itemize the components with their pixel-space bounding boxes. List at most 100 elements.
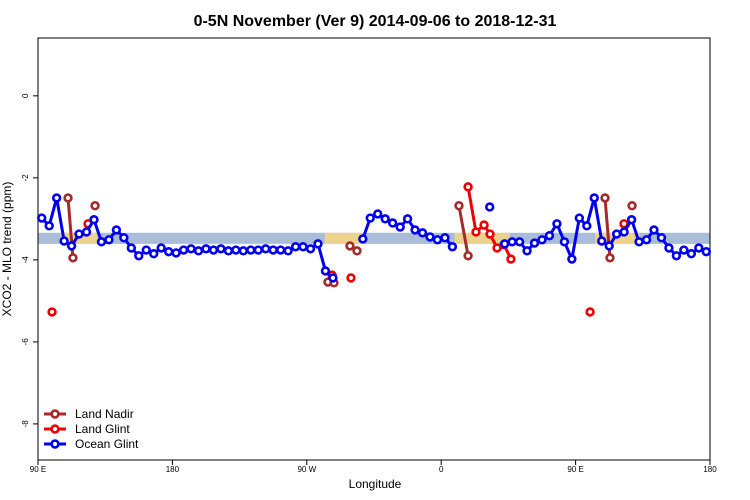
data-point (313, 239, 323, 249)
data-point (664, 243, 674, 253)
data-point (358, 234, 368, 244)
data-point (402, 214, 413, 224)
data-point (253, 245, 263, 255)
data-point (454, 201, 464, 211)
data-point (485, 202, 495, 212)
legend-marker (50, 409, 60, 419)
x-tick-label: 180 (703, 465, 717, 474)
data-point (694, 243, 704, 253)
data-point (59, 236, 69, 246)
data-point (171, 248, 181, 258)
data-point (600, 193, 610, 203)
data-point (373, 209, 383, 219)
y-tick-label: -8 (21, 420, 30, 428)
data-point (223, 246, 234, 256)
x-tick-label: 90 E (30, 465, 46, 474)
data-point (559, 237, 570, 247)
legend-marker (50, 424, 60, 434)
data-point (471, 227, 481, 237)
data-point (506, 254, 516, 264)
data-point (365, 213, 375, 223)
data-point (141, 245, 151, 255)
data-point (627, 201, 637, 211)
data-point (626, 214, 637, 225)
data-point (432, 235, 443, 245)
data-point (51, 193, 62, 203)
data-point (605, 253, 615, 263)
data-point (283, 246, 293, 256)
data-point (345, 241, 355, 251)
data-point (679, 245, 689, 255)
x-axis-label: Longitude (349, 477, 402, 491)
data-point (463, 182, 473, 192)
legend-label: Ocean Glint (75, 437, 139, 451)
data-point (380, 214, 390, 224)
data-point (63, 193, 73, 203)
data-point (619, 227, 629, 237)
data-point (44, 221, 54, 231)
data-point (68, 253, 78, 263)
data-point (492, 243, 502, 253)
data-point (305, 244, 316, 254)
data-point (701, 246, 711, 257)
data-point (320, 266, 331, 276)
data-point (529, 238, 540, 248)
y-tick-label: -4 (21, 256, 30, 264)
y-axis-label: XCO2 - MLO trend (ppm) (0, 182, 14, 317)
data-point (574, 213, 585, 223)
data-point (649, 225, 659, 235)
data-point (417, 228, 428, 238)
data-point (193, 246, 204, 256)
legend-label: Land Nadir (75, 407, 134, 421)
y-tick-label: 0 (21, 93, 30, 98)
data-point (499, 239, 510, 249)
legend-label: Land Glint (75, 422, 130, 436)
data-point (425, 232, 435, 242)
data-point (37, 213, 47, 223)
data-point (440, 233, 450, 243)
data-point (47, 307, 57, 317)
data-point (216, 244, 226, 254)
y-tick-label: -2 (21, 174, 30, 182)
data-point (126, 243, 137, 253)
data-point (537, 235, 547, 245)
data-point (74, 229, 84, 239)
data-point (395, 222, 405, 232)
data-point (104, 235, 114, 245)
data-point (134, 251, 144, 261)
x-tick-label: 90 W (297, 465, 316, 474)
data-point (328, 273, 338, 283)
data-point (671, 251, 682, 261)
data-point (604, 241, 614, 251)
data-point (552, 219, 562, 229)
data-point (514, 237, 525, 247)
data-point (485, 229, 495, 239)
x-tick-label: 90 E (567, 465, 583, 474)
data-point (290, 242, 301, 252)
data-point (410, 225, 420, 235)
x-tick-label: 180 (166, 465, 180, 474)
data-point (582, 221, 592, 231)
data-point (352, 246, 362, 256)
data-point (96, 237, 107, 247)
data-point (597, 236, 607, 246)
data-point (463, 251, 473, 261)
data-point (346, 273, 356, 283)
data-point (163, 246, 174, 257)
reference-band (38, 232, 710, 244)
data-point (201, 244, 211, 254)
data-point (246, 245, 256, 255)
data-point (387, 218, 398, 228)
data-point (641, 235, 652, 245)
data-point (186, 244, 196, 254)
data-point (507, 237, 517, 247)
x-tick-label: 0 (439, 465, 444, 474)
y-tick-label: -6 (21, 338, 30, 346)
data-point (208, 245, 219, 255)
data-point (275, 245, 286, 255)
data-point (544, 230, 555, 241)
data-point (149, 249, 159, 259)
data-point (589, 193, 599, 203)
data-point (178, 245, 189, 255)
